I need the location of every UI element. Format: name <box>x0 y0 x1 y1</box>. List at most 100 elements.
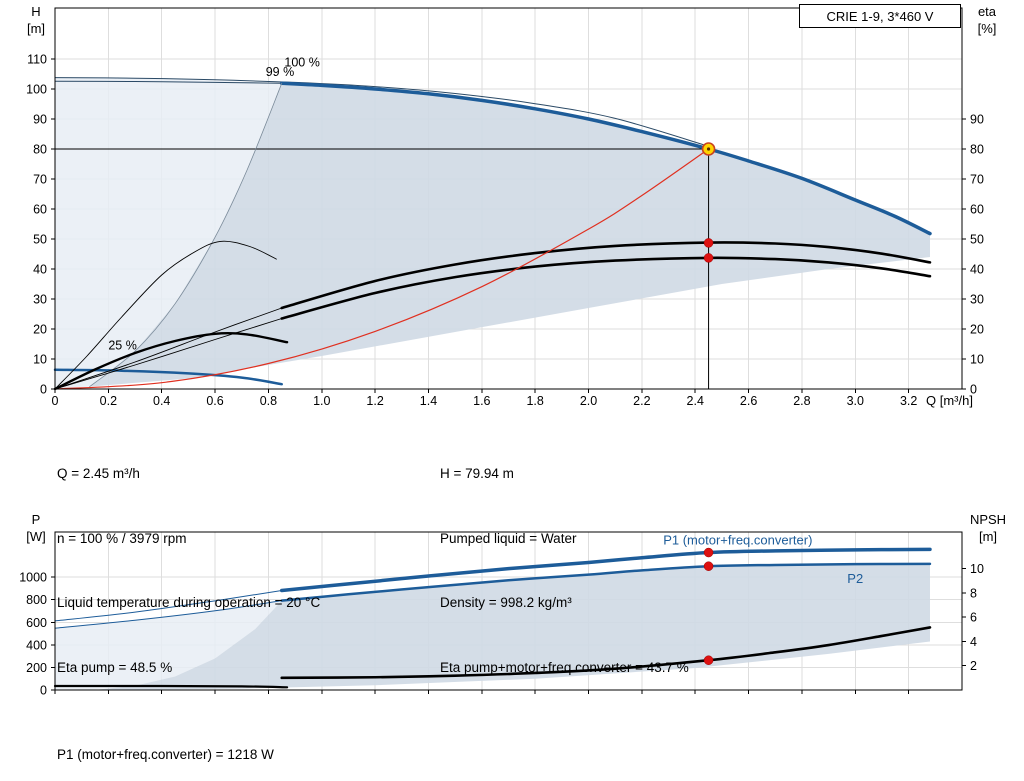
tick-label-left: 0 <box>40 383 47 397</box>
tick-label-left: 80 <box>33 143 47 157</box>
tick-label-x: 2.0 <box>580 394 597 408</box>
tick-label-left: 90 <box>33 113 47 127</box>
tick-label-x: 0.2 <box>100 394 117 408</box>
curve-p1-curve <box>280 547 932 593</box>
tick-label-x: 2.2 <box>633 394 650 408</box>
plot-frame <box>54 7 963 390</box>
tick-label-left: 30 <box>33 293 47 307</box>
tick-label-right: 2 <box>970 659 977 673</box>
tick-label-x: 0.6 <box>206 394 223 408</box>
tick-label-left: 40 <box>33 263 47 277</box>
tick-label-right: 8 <box>970 586 977 600</box>
tick-label-x: 2.8 <box>793 394 810 408</box>
red-dot-marker <box>703 547 714 558</box>
red-dot-marker <box>703 253 714 263</box>
pump-title: CRIE 1-9, 3*460 V <box>826 8 934 24</box>
tick-label-left: 100 <box>26 83 47 97</box>
curve-label: P2 <box>847 571 863 586</box>
y2-axis-title: [%] <box>978 21 997 36</box>
y2-axis-title: NPSH <box>970 512 1006 527</box>
curve-npsh-curve <box>280 626 932 680</box>
tick-label-x: 0 <box>52 394 59 408</box>
y2-axis-title: [m] <box>979 529 997 544</box>
y-axis-title: [m] <box>27 21 45 36</box>
duty-info-left-column: Q = 2.45 m³/h n = 100 % / 3979 rpm Liqui… <box>57 420 440 721</box>
power-info-block: P1 (motor+freq.converter) = 1218 W P2 = … <box>57 701 274 781</box>
curve-p2-thin <box>54 600 283 629</box>
curve-system-curve <box>54 148 710 390</box>
curve-qh-99-thin <box>54 80 283 84</box>
tick-label-right: 30 <box>970 293 984 307</box>
y-axis-title: H <box>31 4 40 19</box>
curve-label: 25 % <box>108 338 136 352</box>
curve-label: 99 % <box>266 65 295 79</box>
tick-label-x: 2.6 <box>740 394 757 408</box>
tick-label-x: 1.0 <box>313 394 330 408</box>
tick-label-left: 110 <box>27 53 47 67</box>
tick-label-right: 6 <box>970 611 977 625</box>
qh-chart: 0 10 20 30 40 50 60 70 80 90 100 110 0 10 20 30 40 50 60 70… <box>26 4 997 408</box>
tick-label-x: 2.4 <box>687 394 704 408</box>
tick-label-x: 1.6 <box>473 394 490 408</box>
duty-info-line: H = 79.94 m <box>440 466 514 481</box>
curve-qh-curve-25pct <box>53 368 283 386</box>
tick-label-left: 0 <box>40 684 47 698</box>
tick-label-left: 600 <box>26 616 47 630</box>
duty-info-line: Density = 998.2 kg/m³ <box>440 595 572 610</box>
duty-info-line: Pumped liquid = Water <box>440 530 577 546</box>
pump-title-box: CRIE 1-9, 3*460 V <box>799 4 961 28</box>
tick-label-left: 10 <box>33 353 47 367</box>
curve-qh-curve-100pct <box>280 81 932 236</box>
red-dot-marker <box>703 655 714 665</box>
tick-label-x: 3.2 <box>900 394 917 408</box>
tick-label-x: 1.2 <box>366 394 383 408</box>
tick-label-right: 50 <box>970 233 984 247</box>
tick-label-x: 1.4 <box>420 394 437 408</box>
tick-label-x: 3.0 <box>847 394 864 408</box>
curve-qh-100-max-thin <box>54 77 710 147</box>
duty-info-line: Eta pump = 48.5 % <box>57 659 173 675</box>
tick-label-left: 70 <box>33 173 47 187</box>
tick-label-right: 80 <box>970 143 984 157</box>
tick-label-left: 800 <box>26 593 47 607</box>
y-axis-title: [W] <box>26 529 46 544</box>
tick-label-left: 60 <box>33 203 47 217</box>
curve-eta-pump-thin <box>54 307 283 390</box>
tick-label-left: 400 <box>26 638 47 652</box>
curve-envelope-left-edge <box>89 82 283 387</box>
curve-label: 100 % <box>284 56 319 70</box>
tick-label-right: 40 <box>970 263 984 277</box>
power-npsh-chart: 0 200 400 600 800 1000 2 4 6 8 10 P [W] NPSH [m] P1 (mo… <box>19 512 1006 698</box>
red-dot-marker <box>703 561 714 571</box>
curve-npsh-low-speed <box>53 684 289 689</box>
tick-label-right: 90 <box>970 113 984 127</box>
curve-eta-total-thin <box>54 318 283 390</box>
plot-frame <box>54 531 963 691</box>
tick-label-x: 1.8 <box>526 394 543 408</box>
duty-info-right-column: H = 79.94 m Pumped liquid = Water Densit… <box>440 420 689 721</box>
tick-label-left: 1000 <box>19 571 47 585</box>
tick-label-x: 0.4 <box>153 394 170 408</box>
duty-info-line: Liquid temperature during operation = 20… <box>57 595 321 610</box>
tick-label-right: 0 <box>970 383 977 397</box>
duty-info-block: Q = 2.45 m³/h n = 100 % / 3979 rpm Liqui… <box>57 420 689 721</box>
x-axis-title: Q [m³/h] <box>926 393 973 408</box>
duty-info-line: Eta pump+motor+freq.converter = 43.7 % <box>440 659 689 675</box>
curve-eta-total <box>280 256 932 320</box>
tick-label-right: 10 <box>970 353 984 367</box>
curve-eta-pump <box>280 241 932 310</box>
region-speed-range-pale <box>55 77 282 389</box>
curve-p1-thin <box>54 589 283 622</box>
y-axis-title: P <box>32 512 41 527</box>
red-dot-marker <box>703 238 714 248</box>
duty-point-center <box>706 147 711 151</box>
y2-axis-title: eta <box>978 4 997 19</box>
tick-label-right: 70 <box>970 173 984 187</box>
power-info-line: P1 (motor+freq.converter) = 1218 W <box>57 747 274 762</box>
tick-label-right: 10 <box>970 562 984 576</box>
duty-info-line: Q = 2.45 m³/h <box>57 466 140 481</box>
tick-label-right: 20 <box>970 323 984 337</box>
tick-label-left: 50 <box>33 233 47 247</box>
